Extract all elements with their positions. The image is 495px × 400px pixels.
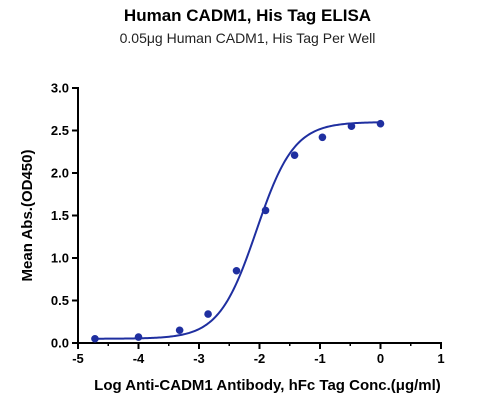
y-axis-label: Mean Abs.(OD450) bbox=[19, 150, 36, 282]
y-tick-label: 1.0 bbox=[51, 251, 69, 266]
y-tick-label: 0.5 bbox=[51, 293, 69, 308]
y-tick-label: 0.0 bbox=[51, 336, 69, 351]
x-tick-label: 0 bbox=[377, 351, 384, 366]
x-tick-label: 1 bbox=[437, 351, 444, 366]
x-axis-label: Log Anti-CADM1 Antibody, hFc Tag Conc.(μ… bbox=[94, 377, 441, 394]
x-tick-label: -2 bbox=[254, 351, 266, 366]
chart-subtitle: 0.05μg Human CADM1, His Tag Per Well bbox=[119, 30, 376, 46]
chart-title: Human CADM1, His Tag ELISA bbox=[123, 6, 372, 25]
data-point bbox=[347, 122, 356, 131]
data-point bbox=[175, 326, 184, 335]
data-point bbox=[318, 133, 327, 142]
y-tick-label: 2.5 bbox=[51, 123, 69, 138]
y-tick-label: 2.0 bbox=[51, 166, 69, 181]
data-point bbox=[232, 266, 241, 275]
x-tick-label: -1 bbox=[314, 351, 326, 366]
data-point bbox=[91, 334, 99, 343]
ticks: -5 -4 -3 -2 -1 0 1 0.0 0.5 1.0 1.5 2.0 2.5 3.0 bbox=[51, 81, 445, 367]
data-point bbox=[204, 310, 212, 318]
y-tick-label: 1.5 bbox=[51, 208, 69, 223]
fit-curve bbox=[94, 121, 381, 340]
axes bbox=[77, 87, 442, 344]
y-tick-label: 3.0 bbox=[51, 81, 69, 96]
x-tick-label: -5 bbox=[72, 351, 84, 366]
data-point bbox=[134, 333, 143, 341]
x-tick-label: -4 bbox=[133, 351, 145, 366]
data-point bbox=[376, 119, 385, 128]
data-point bbox=[261, 206, 270, 215]
x-tick-label: -3 bbox=[193, 351, 205, 366]
data-points bbox=[91, 119, 385, 343]
data-point bbox=[290, 151, 299, 159]
